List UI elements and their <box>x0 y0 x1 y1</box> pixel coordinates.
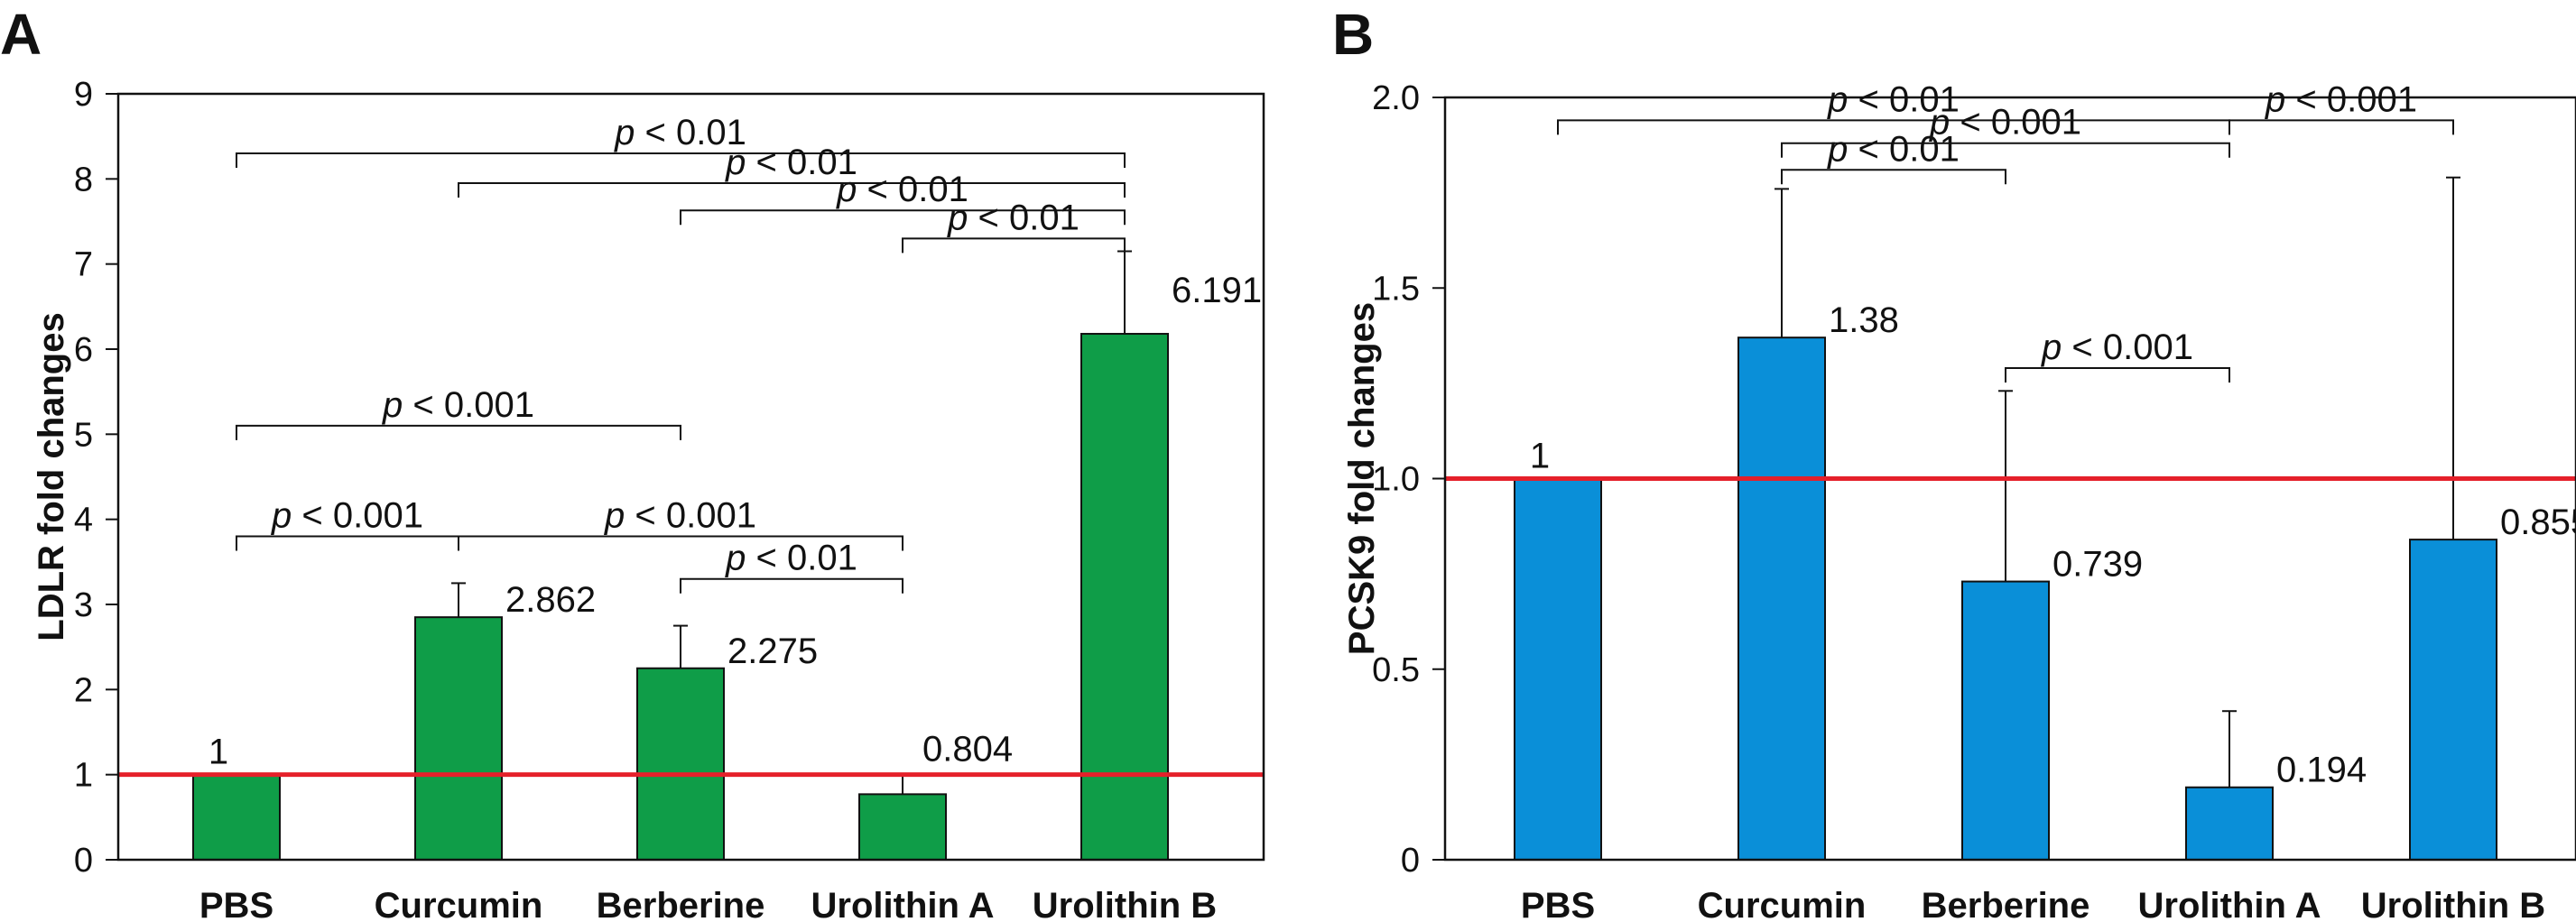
bar <box>192 773 281 862</box>
plot-frame <box>1443 96 2576 862</box>
bar <box>2185 786 2274 861</box>
y-tick-label: 2 <box>74 671 93 709</box>
category-label: PBS <box>1521 886 1595 922</box>
y-tick-label: 8 <box>74 161 93 198</box>
panel-letter: A <box>0 2 42 67</box>
y-axis-title: PCSK9 fold changes <box>1342 302 1382 655</box>
category-label: Urolithin A <box>811 886 995 922</box>
significance-label: p < 0.01 <box>947 198 1080 237</box>
significance-label: p < 0.001 <box>382 385 534 425</box>
significance-bracket <box>236 535 459 551</box>
panel-a-chart: A LDLR fold changes 0 1 2 3 4 5 6 7 8 9 1 PBS 2.862 Cur… <box>0 2 1265 922</box>
category-label: Curcumin <box>375 886 543 922</box>
y-tick-label: 6 <box>74 331 93 369</box>
y-tick-label: 0.5 <box>1372 651 1420 689</box>
value-label: 2.862 <box>505 580 596 620</box>
panel-letter: B <box>1332 2 1374 67</box>
significance-bracket <box>680 577 903 594</box>
significance-label: p < 0.01 <box>1827 79 1960 119</box>
y-tick-label: 7 <box>74 246 93 284</box>
y-tick-label: 0 <box>74 842 93 880</box>
significance-label: p < 0.001 <box>271 496 423 536</box>
value-label: 6.191 <box>1172 271 1262 310</box>
y-axis-title: LDLR fold changes <box>32 312 71 641</box>
y-tick-label: 3 <box>74 586 93 624</box>
bar <box>1737 337 1826 861</box>
bar <box>1514 477 1602 861</box>
category-label: Urolithin B <box>1033 886 1217 922</box>
significance-bracket <box>680 209 1126 226</box>
y-tick-label: 5 <box>74 416 93 454</box>
significance-label: p < 0.01 <box>614 113 746 152</box>
category-label: Berberine <box>1922 886 2090 922</box>
significance-bracket <box>902 237 1126 254</box>
significance-bracket <box>236 424 681 440</box>
significance-bracket <box>458 535 903 551</box>
significance-label: p < 0.001 <box>604 496 756 536</box>
plot-frame <box>116 92 1265 862</box>
significance-bracket <box>1781 142 2230 158</box>
category-label: Berberine <box>597 886 765 922</box>
significance-label: p < 0.001 <box>2265 79 2417 119</box>
value-label: 0.739 <box>2052 545 2143 585</box>
y-tick-label: 1.0 <box>1372 461 1420 499</box>
significance-label: p < 0.01 <box>836 170 968 209</box>
significance-label: p < 0.01 <box>725 539 857 578</box>
category-label: Urolithin B <box>2361 886 2545 922</box>
y-tick-label: 1.5 <box>1372 270 1420 308</box>
y-tick-label: 4 <box>74 502 93 539</box>
significance-label: p < 0.01 <box>1827 129 1960 169</box>
value-label: 2.275 <box>727 632 818 671</box>
significance-bracket <box>236 152 1126 169</box>
y-tick-label: 2.0 <box>1372 79 1420 117</box>
value-label: 0.194 <box>2276 751 2367 790</box>
significance-label: p < 0.01 <box>725 143 857 182</box>
significance-bracket <box>2229 119 2454 135</box>
significance-bracket <box>1781 169 2006 185</box>
significance-bracket <box>2005 366 2230 383</box>
value-label: 1 <box>208 733 228 772</box>
significance-label: p < 0.001 <box>1929 103 2081 143</box>
value-label: 1 <box>1530 437 1550 476</box>
bar <box>414 616 503 862</box>
value-label: 1.38 <box>1829 300 1899 340</box>
y-tick-label: 9 <box>74 76 93 114</box>
bar <box>636 667 725 861</box>
significance-bracket <box>458 182 1126 198</box>
category-label: Curcumin <box>1698 886 1867 922</box>
y-tick-label: 0 <box>1401 842 1420 880</box>
significance-label: p < 0.001 <box>2041 327 2193 367</box>
y-tick-label: 1 <box>74 757 93 795</box>
category-label: Urolithin A <box>2138 886 2321 922</box>
bar <box>858 793 947 862</box>
bar <box>2409 539 2497 861</box>
category-label: PBS <box>199 886 273 922</box>
bar <box>1080 333 1169 861</box>
value-label: 0.855 <box>2500 502 2576 542</box>
value-label: 0.804 <box>922 729 1013 769</box>
bar <box>1961 580 2050 861</box>
panel-b-chart: B PCSK9 fold changes 0 0.5 1.0 1.5 2.0 1 PBS 1.38… <box>1332 2 2576 922</box>
